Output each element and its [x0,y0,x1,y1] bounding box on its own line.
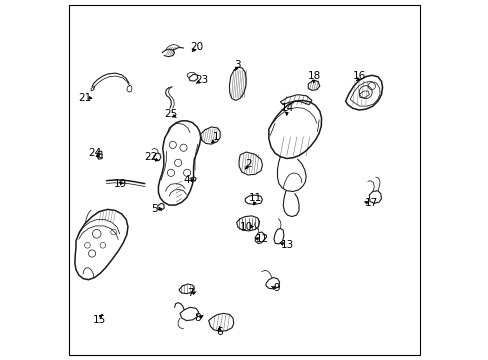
Text: 3: 3 [234,60,240,70]
Text: 8: 8 [194,313,201,323]
Text: 23: 23 [194,75,208,85]
Text: 7: 7 [187,288,194,298]
Text: 17: 17 [365,198,378,208]
Text: 11: 11 [248,193,262,203]
Text: 25: 25 [164,109,177,119]
Text: 18: 18 [307,71,321,81]
Text: 12: 12 [255,234,268,244]
Text: 2: 2 [244,159,251,169]
Text: 4: 4 [183,175,190,185]
Text: 20: 20 [190,42,203,52]
Text: 16: 16 [352,71,365,81]
Text: 24: 24 [88,148,101,158]
Text: 15: 15 [92,315,106,325]
Text: 21: 21 [78,93,91,103]
Text: 13: 13 [280,239,294,249]
Text: 19: 19 [114,179,127,189]
Text: 14: 14 [280,103,294,113]
Text: 1: 1 [212,132,219,142]
Text: 9: 9 [273,283,280,293]
Text: 22: 22 [144,152,158,162]
Text: 6: 6 [216,327,222,337]
Text: 5: 5 [151,204,158,214]
Text: 10: 10 [239,222,252,231]
